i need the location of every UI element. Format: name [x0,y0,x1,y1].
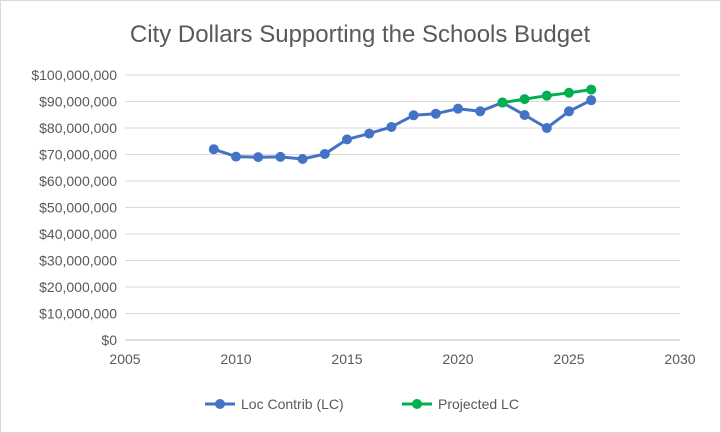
data-point [297,154,308,165]
data-point [541,123,552,133]
data-point [519,110,530,121]
x-tick-label: 2015 [331,351,362,367]
y-tick-label: $100,000,000 [31,67,117,83]
x-tick-label: 2025 [553,351,584,367]
y-tick-label: $90,000,000 [39,94,117,110]
data-point [453,103,463,114]
x-tick-label: 2030 [664,351,695,367]
data-point [364,128,375,139]
data-point [408,110,419,121]
data-point [231,151,241,162]
y-tick-label: $0 [101,332,117,348]
data-point [564,106,574,117]
x-tick-label: 2020 [442,351,473,367]
y-tick-label: $30,000,000 [39,253,117,269]
data-point [586,95,597,106]
gridlines [125,74,680,314]
data-point [319,148,330,159]
series-line-0 [212,98,593,161]
data-point [386,121,397,132]
data-point [519,94,530,105]
data-point [342,134,352,145]
x-tick-label: 2005 [109,351,140,367]
data-point [475,106,486,117]
y-tick-label: $20,000,000 [39,279,117,295]
data-point [497,97,508,108]
data-point [586,84,597,95]
y-tick-label: $70,000,000 [39,147,117,163]
legend-marker-1 [412,399,422,409]
data-point [430,108,441,119]
legend-label-1: Projected LC [438,396,519,412]
chart-title: City Dollars Supporting the Schools Budg… [130,21,591,48]
y-tick-label: $50,000,000 [39,200,117,216]
data-point [208,144,219,155]
legend-marker-0 [215,399,225,409]
data-point [275,151,286,162]
legend: Loc Contrib (LC) Projected LC [205,396,519,412]
data-point [541,90,552,101]
x-tick-label: 2010 [220,351,251,367]
data-series [208,84,597,165]
y-tick-label: $40,000,000 [39,226,117,242]
data-point [564,87,574,98]
legend-label-0: Loc Contrib (LC) [241,396,344,412]
y-tick-label: $80,000,000 [39,120,117,136]
y-tick-label: $60,000,000 [39,173,117,189]
data-point [253,152,264,163]
y-tick-label: $10,000,000 [39,306,117,322]
axes: $0 $10,000,000 $20,000,000 $30,000,000 $40,0… [31,67,695,367]
